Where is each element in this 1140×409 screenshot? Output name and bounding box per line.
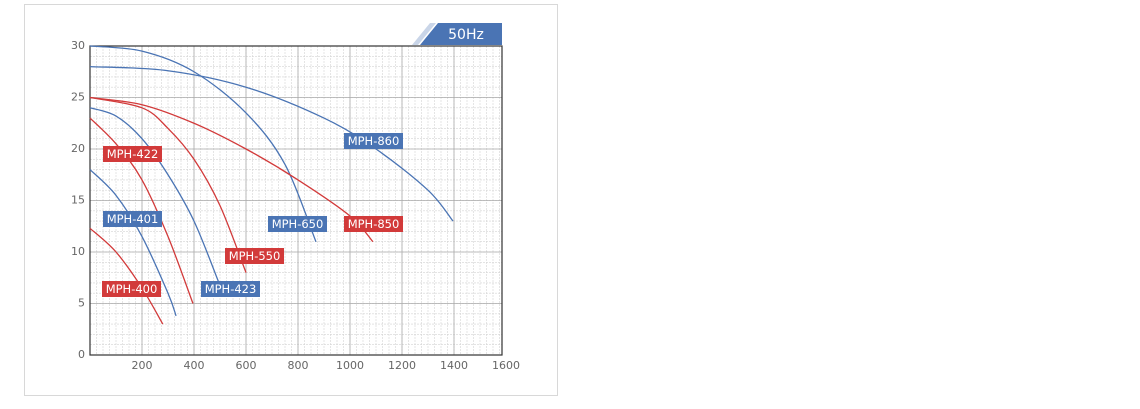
series-label: MPH-423 — [205, 282, 257, 296]
y-tick-label: 25 — [71, 91, 85, 104]
label-box — [344, 133, 403, 149]
label-box — [103, 146, 162, 162]
x-tick-label: 1000 — [336, 359, 364, 372]
curve — [89, 65, 454, 222]
y-tick-label: 5 — [78, 297, 85, 310]
x-tick-label: 200 — [132, 359, 153, 372]
curve — [89, 45, 317, 242]
badge-stripe — [412, 23, 436, 45]
y-tick-label: 0 — [78, 348, 85, 361]
label-box — [344, 216, 403, 232]
curve — [89, 169, 177, 317]
y-tick-label: 15 — [71, 194, 85, 207]
series-label: MPH-400 — [106, 282, 158, 296]
x-tick-label: 1600 — [492, 359, 520, 372]
x-tick-label: 400 — [184, 359, 205, 372]
label-box — [102, 281, 161, 297]
series-label: MPH-850 — [348, 217, 400, 231]
curve — [89, 117, 194, 304]
x-tick-label: 1400 — [440, 359, 468, 372]
y-tick-label: 10 — [71, 245, 85, 258]
curve — [89, 227, 164, 325]
label-box — [201, 281, 260, 297]
x-tick-label: 1200 — [388, 359, 416, 372]
card — [24, 4, 558, 396]
y-tick-label: 20 — [71, 142, 85, 155]
curve — [89, 96, 247, 273]
series-label: MPH-550 — [229, 249, 281, 263]
badge — [420, 23, 502, 45]
x-tick-label: 800 — [288, 359, 309, 372]
badge-text: 50Hz — [448, 27, 484, 43]
plot-frame — [89, 45, 503, 356]
label-box — [103, 211, 162, 227]
x-tick-label: 600 — [236, 359, 257, 372]
series-label: MPH-422 — [107, 147, 159, 161]
series-label: MPH-401 — [107, 212, 159, 226]
label-box — [268, 216, 327, 232]
y-tick-label: 30 — [71, 39, 85, 52]
label-box — [225, 248, 284, 264]
curve — [89, 96, 374, 243]
series-label: MPH-650 — [272, 217, 324, 231]
series-label: MPH-860 — [348, 134, 400, 148]
